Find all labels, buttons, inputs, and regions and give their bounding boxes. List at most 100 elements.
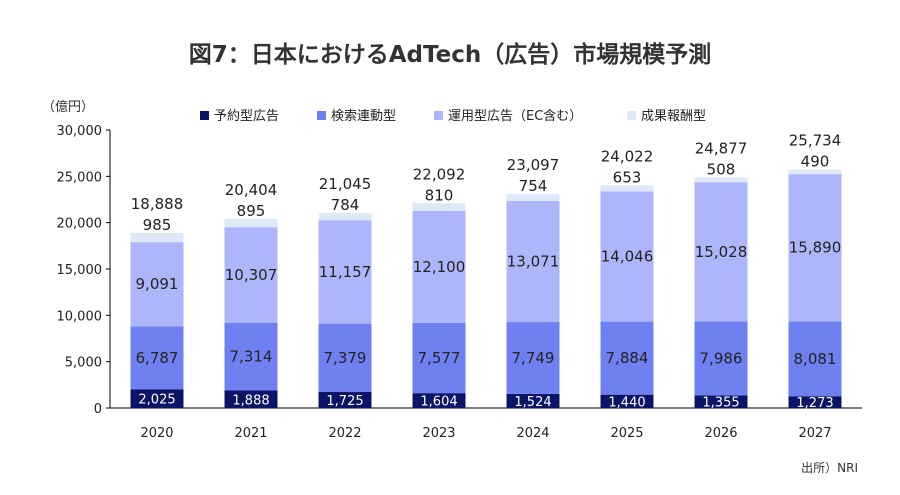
data-label: 1,440 [608, 395, 645, 410]
y-tick-label: 10,000 [57, 309, 103, 324]
data-label: 895 [237, 202, 266, 220]
x-tick-label: 2021 [234, 426, 267, 441]
data-label: 810 [425, 186, 454, 204]
bar-segment [224, 218, 278, 228]
x-tick-label: 2024 [516, 426, 549, 441]
data-label: 7,379 [324, 349, 367, 367]
data-label: 985 [143, 216, 172, 234]
x-tick-label: 2023 [422, 426, 455, 441]
bar-segment [412, 210, 466, 323]
bar-segment [600, 185, 654, 192]
data-label: 1,355 [702, 396, 739, 411]
legend-label: 運用型広告（EC含む） [448, 108, 582, 124]
bar-segment [412, 322, 466, 394]
x-tick-label: 2027 [798, 426, 831, 441]
data-label: 1,725 [326, 394, 363, 409]
bar-segment [600, 321, 654, 395]
data-label: 784 [331, 196, 360, 214]
bar-segment [318, 323, 372, 393]
x-tick-label: 2020 [140, 426, 173, 441]
y-tick-label: 5,000 [65, 356, 102, 371]
total-label: 23,097 [507, 156, 560, 174]
bar-segment [130, 326, 184, 390]
y-tick-label: 15,000 [57, 263, 103, 278]
y-tick-label: 30,000 [57, 124, 103, 139]
bar-segment [788, 396, 842, 408]
y-axis-unit: （億円） [42, 99, 94, 115]
bar-segment [318, 220, 372, 324]
data-label: 6,787 [136, 349, 179, 367]
total-label: 20,404 [225, 181, 278, 199]
total-label: 21,045 [319, 175, 372, 193]
bar-segment [694, 182, 748, 322]
bar-segment [600, 191, 654, 322]
legend-label: 検索連動型 [331, 109, 396, 124]
bar-segment [318, 392, 372, 408]
data-label: 8,081 [794, 350, 837, 368]
bar-segment [318, 212, 372, 221]
bar-segment [788, 174, 842, 322]
total-label: 18,888 [131, 195, 184, 213]
bar-segment [506, 393, 560, 408]
data-label: 7,314 [230, 348, 273, 366]
total-label: 25,734 [789, 132, 842, 150]
data-label: 7,884 [606, 349, 649, 367]
legend-label: 成果報酬型 [641, 109, 706, 124]
data-label: 1,273 [796, 396, 833, 411]
bar-segment [506, 193, 560, 201]
total-label: 22,092 [413, 165, 466, 183]
data-label: 2,025 [138, 393, 175, 408]
data-label: 14,046 [601, 248, 654, 266]
y-tick-label: 20,000 [57, 217, 103, 232]
data-label: 508 [707, 160, 736, 178]
legend-swatch [627, 111, 636, 120]
legend-swatch [434, 111, 443, 120]
data-label: 7,577 [418, 349, 461, 367]
x-tick-label: 2025 [610, 426, 643, 441]
bar-segment [412, 393, 466, 408]
bar-segment [600, 394, 654, 408]
total-label: 24,022 [601, 147, 654, 165]
data-label: 10,307 [225, 266, 278, 284]
data-label: 7,749 [512, 349, 555, 367]
bar-segment [130, 389, 184, 408]
chart-title: 図7：日本におけるAdTech（広告）市場規模予測 [189, 41, 712, 68]
data-label: 11,157 [319, 263, 372, 281]
data-label: 15,890 [789, 239, 842, 257]
bar-segment [224, 322, 278, 391]
bar-segment [224, 227, 278, 323]
bar-segment [412, 203, 466, 211]
y-tick-label: 0 [94, 402, 102, 417]
legend-swatch [317, 111, 326, 120]
data-label: 13,071 [507, 253, 560, 271]
bar-segment [788, 321, 842, 397]
x-tick-label: 2022 [328, 426, 361, 441]
data-label: 1,604 [420, 395, 457, 410]
data-label: 653 [613, 168, 642, 186]
bars: 2,025 6,787 9,091 985 18,888 1,888 7,314 10,307… [130, 132, 842, 411]
legend-swatch [200, 111, 209, 120]
source-note: 出所）NRI [801, 461, 858, 475]
bar-segment [224, 390, 278, 408]
y-tick-label: 25,000 [57, 170, 103, 185]
total-label: 24,877 [695, 139, 748, 157]
bar-segment [694, 321, 748, 396]
x-tick-label: 2026 [704, 426, 737, 441]
data-label: 12,100 [413, 258, 466, 276]
axes: 0 5,000 10,000 15,000 20,000 25,000 30,000 2020… [57, 124, 862, 441]
legend-label: 予約型広告 [214, 109, 279, 124]
legend: 予約型広告 検索連動型 運用型広告（EC含む） 成果報酬型 [200, 108, 706, 124]
bar-segment [130, 232, 184, 243]
data-label: 15,028 [695, 243, 748, 261]
bar-segment [130, 242, 184, 327]
bar-segment [694, 177, 748, 183]
bar-segment [506, 322, 560, 394]
data-label: 9,091 [136, 275, 179, 293]
data-label: 1,524 [514, 395, 551, 410]
data-label: 7,986 [700, 349, 743, 367]
bar-segment [788, 169, 842, 175]
data-label: 754 [519, 177, 548, 195]
data-label: 1,888 [232, 393, 269, 408]
bar-segment [694, 395, 748, 408]
